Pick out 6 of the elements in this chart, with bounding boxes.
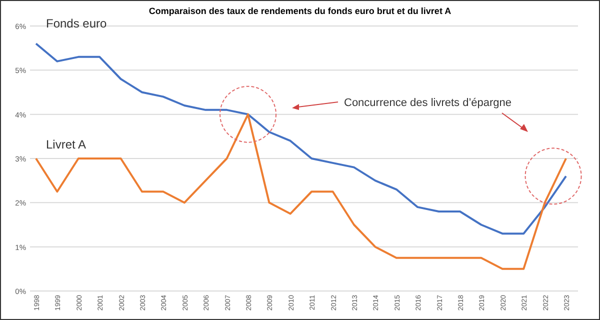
line-series (35, 113, 567, 270)
annotation: Concurrence des livrets d’épargne (344, 97, 512, 109)
series-label: Livret A (46, 138, 86, 152)
chart-title: Comparaison des taux de rendements du fonds euro brut et du livret A (148, 6, 452, 16)
line-series (35, 42, 567, 235)
series-label: Fonds euro (46, 16, 108, 31)
